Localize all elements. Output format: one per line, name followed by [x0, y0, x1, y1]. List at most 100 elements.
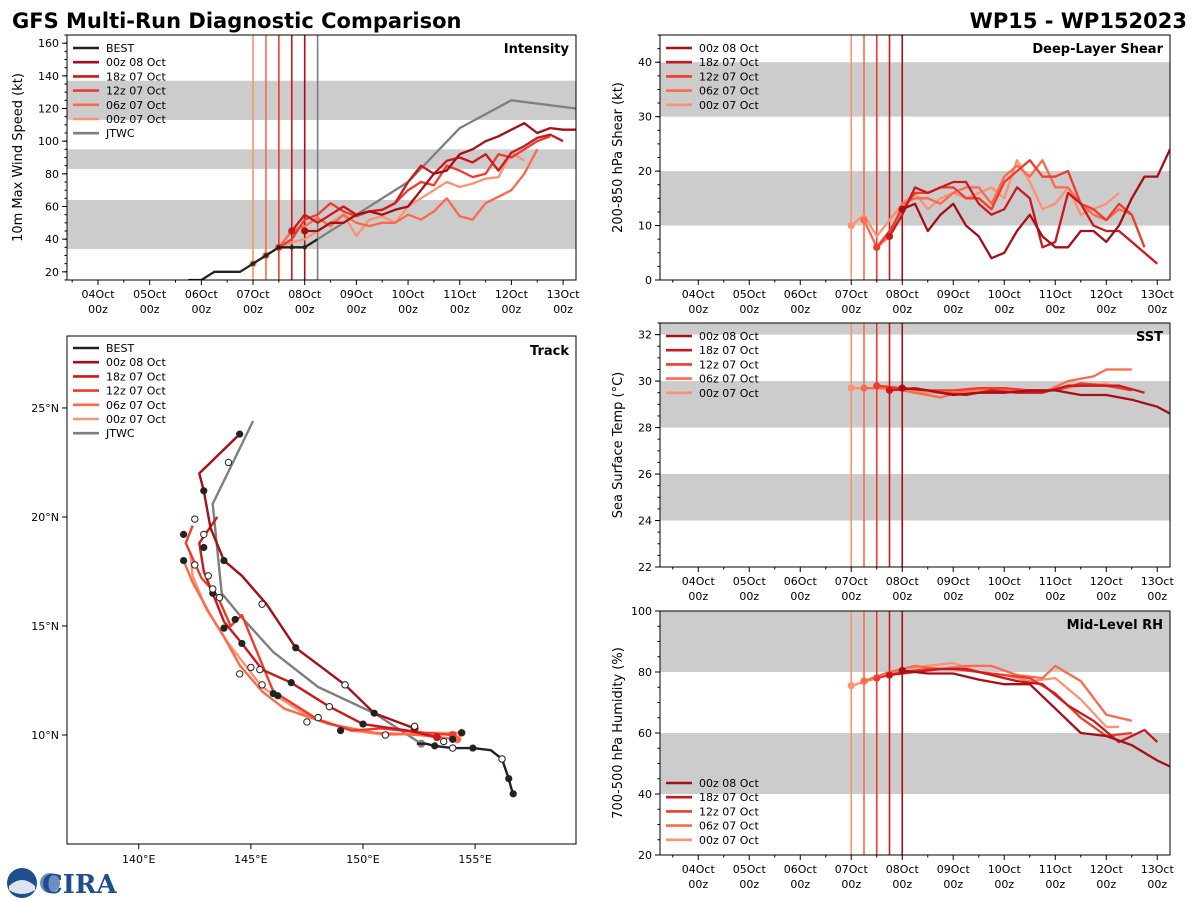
threshold-band — [67, 80, 576, 120]
x-tick-label-date: 08Oct — [886, 575, 920, 588]
x-tick-label-hour: 00z — [502, 303, 522, 316]
x-tick-label-date: 10Oct — [988, 288, 1022, 301]
track-day-marker — [505, 774, 513, 783]
track-panel: 140°E 145°E 150°E 155°E 10°N 15°N 20°N 25°N Trac… — [31, 335, 577, 866]
series-12z-07-oct — [876, 667, 1132, 738]
y-tick-label: 120 — [38, 103, 59, 116]
track-halfday-marker — [256, 665, 264, 674]
x-tick-label-hour: 00z — [739, 303, 759, 316]
x-tick-label-date: 05Oct — [733, 288, 767, 301]
lon-tick-label: 145°E — [234, 853, 267, 866]
x-tick-label-date: 09Oct — [937, 863, 971, 876]
x-tick-label-date: 11Oct — [1039, 863, 1073, 876]
x-tick-label-hour: 00z — [688, 303, 708, 316]
x-tick-label-date: 09Oct — [937, 288, 971, 301]
y-tick-label: 32 — [638, 329, 652, 342]
x-tick-label-date: 05Oct — [733, 575, 767, 588]
threshold-band — [660, 323, 1170, 335]
track-halfday-marker — [258, 600, 266, 608]
x-tick-label-hour: 00z — [790, 878, 810, 891]
sst-panel: 22 24 26 28 30 32 04Oct 00z 05Oct 00z 06Oct 00z 07Oc… — [611, 322, 1174, 603]
track-day-marker — [200, 487, 208, 495]
y-tick-label: 20 — [45, 266, 59, 279]
sst-panel-title: SST — [1136, 330, 1163, 345]
y-tick-label: 10 — [638, 220, 652, 233]
track-frame — [66, 335, 577, 845]
x-tick-label-date: 06Oct — [784, 863, 818, 876]
track-halfday-marker — [258, 681, 266, 689]
legend-label-12z-07-oct: 12z 07 Oct — [106, 85, 166, 98]
series-start-marker — [860, 677, 868, 685]
y-tick-label: 22 — [638, 561, 652, 574]
y-tick-label: 20 — [638, 165, 652, 178]
shear-plot-area — [660, 35, 1170, 280]
x-tick-label-hour: 00z — [943, 303, 963, 316]
track-day-marker — [179, 530, 188, 539]
x-tick-label-date: 13Oct — [1141, 288, 1175, 301]
track-06z-07-oct — [182, 560, 458, 741]
x-tick-label-date: 08Oct — [288, 288, 322, 301]
lon-tick-label: 140°E — [122, 853, 155, 866]
legend-label-best: BEST — [106, 42, 134, 55]
y-tick-label: 28 — [638, 422, 652, 435]
track-halfday-marker — [215, 593, 224, 602]
legend-label-06z-07-oct: 06z 07 Oct — [106, 99, 166, 112]
x-tick-label-hour: 00z — [892, 878, 912, 891]
legend-label-jtwc: JTWC — [105, 127, 135, 140]
x-tick-label-date: 10Oct — [392, 288, 426, 301]
track-day-marker — [220, 624, 228, 632]
y-tick-label: 60 — [45, 201, 59, 214]
x-tick-label-hour: 00z — [191, 303, 211, 316]
series-start-marker — [860, 384, 868, 392]
rh-plot-area — [660, 611, 1170, 855]
series-start-marker — [885, 386, 894, 394]
series-start-marker — [860, 216, 868, 224]
track-day-marker — [509, 790, 517, 798]
x-tick-label-hour: 00z — [346, 303, 366, 316]
series-18z-07-oct — [889, 667, 1159, 744]
y-tick-label: 26 — [638, 468, 652, 481]
legend-label-best: BEST — [106, 342, 134, 355]
x-tick-label-date: 04Oct — [81, 288, 115, 301]
track-day-marker — [359, 720, 367, 728]
legend-label-06z-07-oct: 06z 07 Oct — [699, 85, 759, 98]
y-tick-label: 0 — [645, 274, 652, 287]
track-day-marker — [220, 556, 228, 565]
track-halfday-marker — [200, 530, 208, 539]
y-tick-label: 24 — [638, 515, 652, 528]
series-00z-08-oct — [902, 386, 1170, 415]
x-tick-label-hour: 00z — [140, 303, 160, 316]
legend-label-06z-07-oct: 06z 07 Oct — [699, 820, 759, 833]
y-tick-label: 40 — [638, 788, 652, 801]
x-tick-label-date: 12Oct — [1090, 863, 1124, 876]
series-12z-07-oct — [875, 159, 1146, 249]
track-halfday-marker — [448, 744, 457, 752]
series-start-marker — [885, 671, 894, 679]
intensity-panel-title: Intensity — [504, 42, 570, 57]
legend-label-06z-07-oct: 06z 07 Oct — [699, 373, 759, 386]
best-marker — [250, 261, 256, 266]
track-halfday-marker — [440, 737, 448, 746]
track-day-marker — [231, 615, 239, 624]
series-18z-07-oct — [888, 180, 1159, 265]
csu-seal-icon — [40, 873, 60, 893]
track-day-marker — [292, 644, 300, 652]
ocean-background — [67, 336, 576, 844]
series-00z-08-oct — [901, 148, 1170, 260]
cira-logo: CIRA — [7, 868, 117, 900]
best-marker — [263, 253, 269, 258]
track-jtwc — [211, 420, 422, 745]
x-tick-label-hour: 00z — [790, 303, 810, 316]
track-day-marker — [370, 709, 378, 717]
legend-label-00z-07-oct: 00z 07 Oct — [699, 99, 759, 112]
track-00z-08-oct — [198, 433, 416, 730]
track-halfday-marker — [410, 722, 419, 730]
series-start-marker — [898, 666, 906, 675]
sst-frame — [659, 322, 1171, 568]
series-12z-07-oct — [278, 135, 551, 249]
best-marker — [302, 245, 307, 250]
